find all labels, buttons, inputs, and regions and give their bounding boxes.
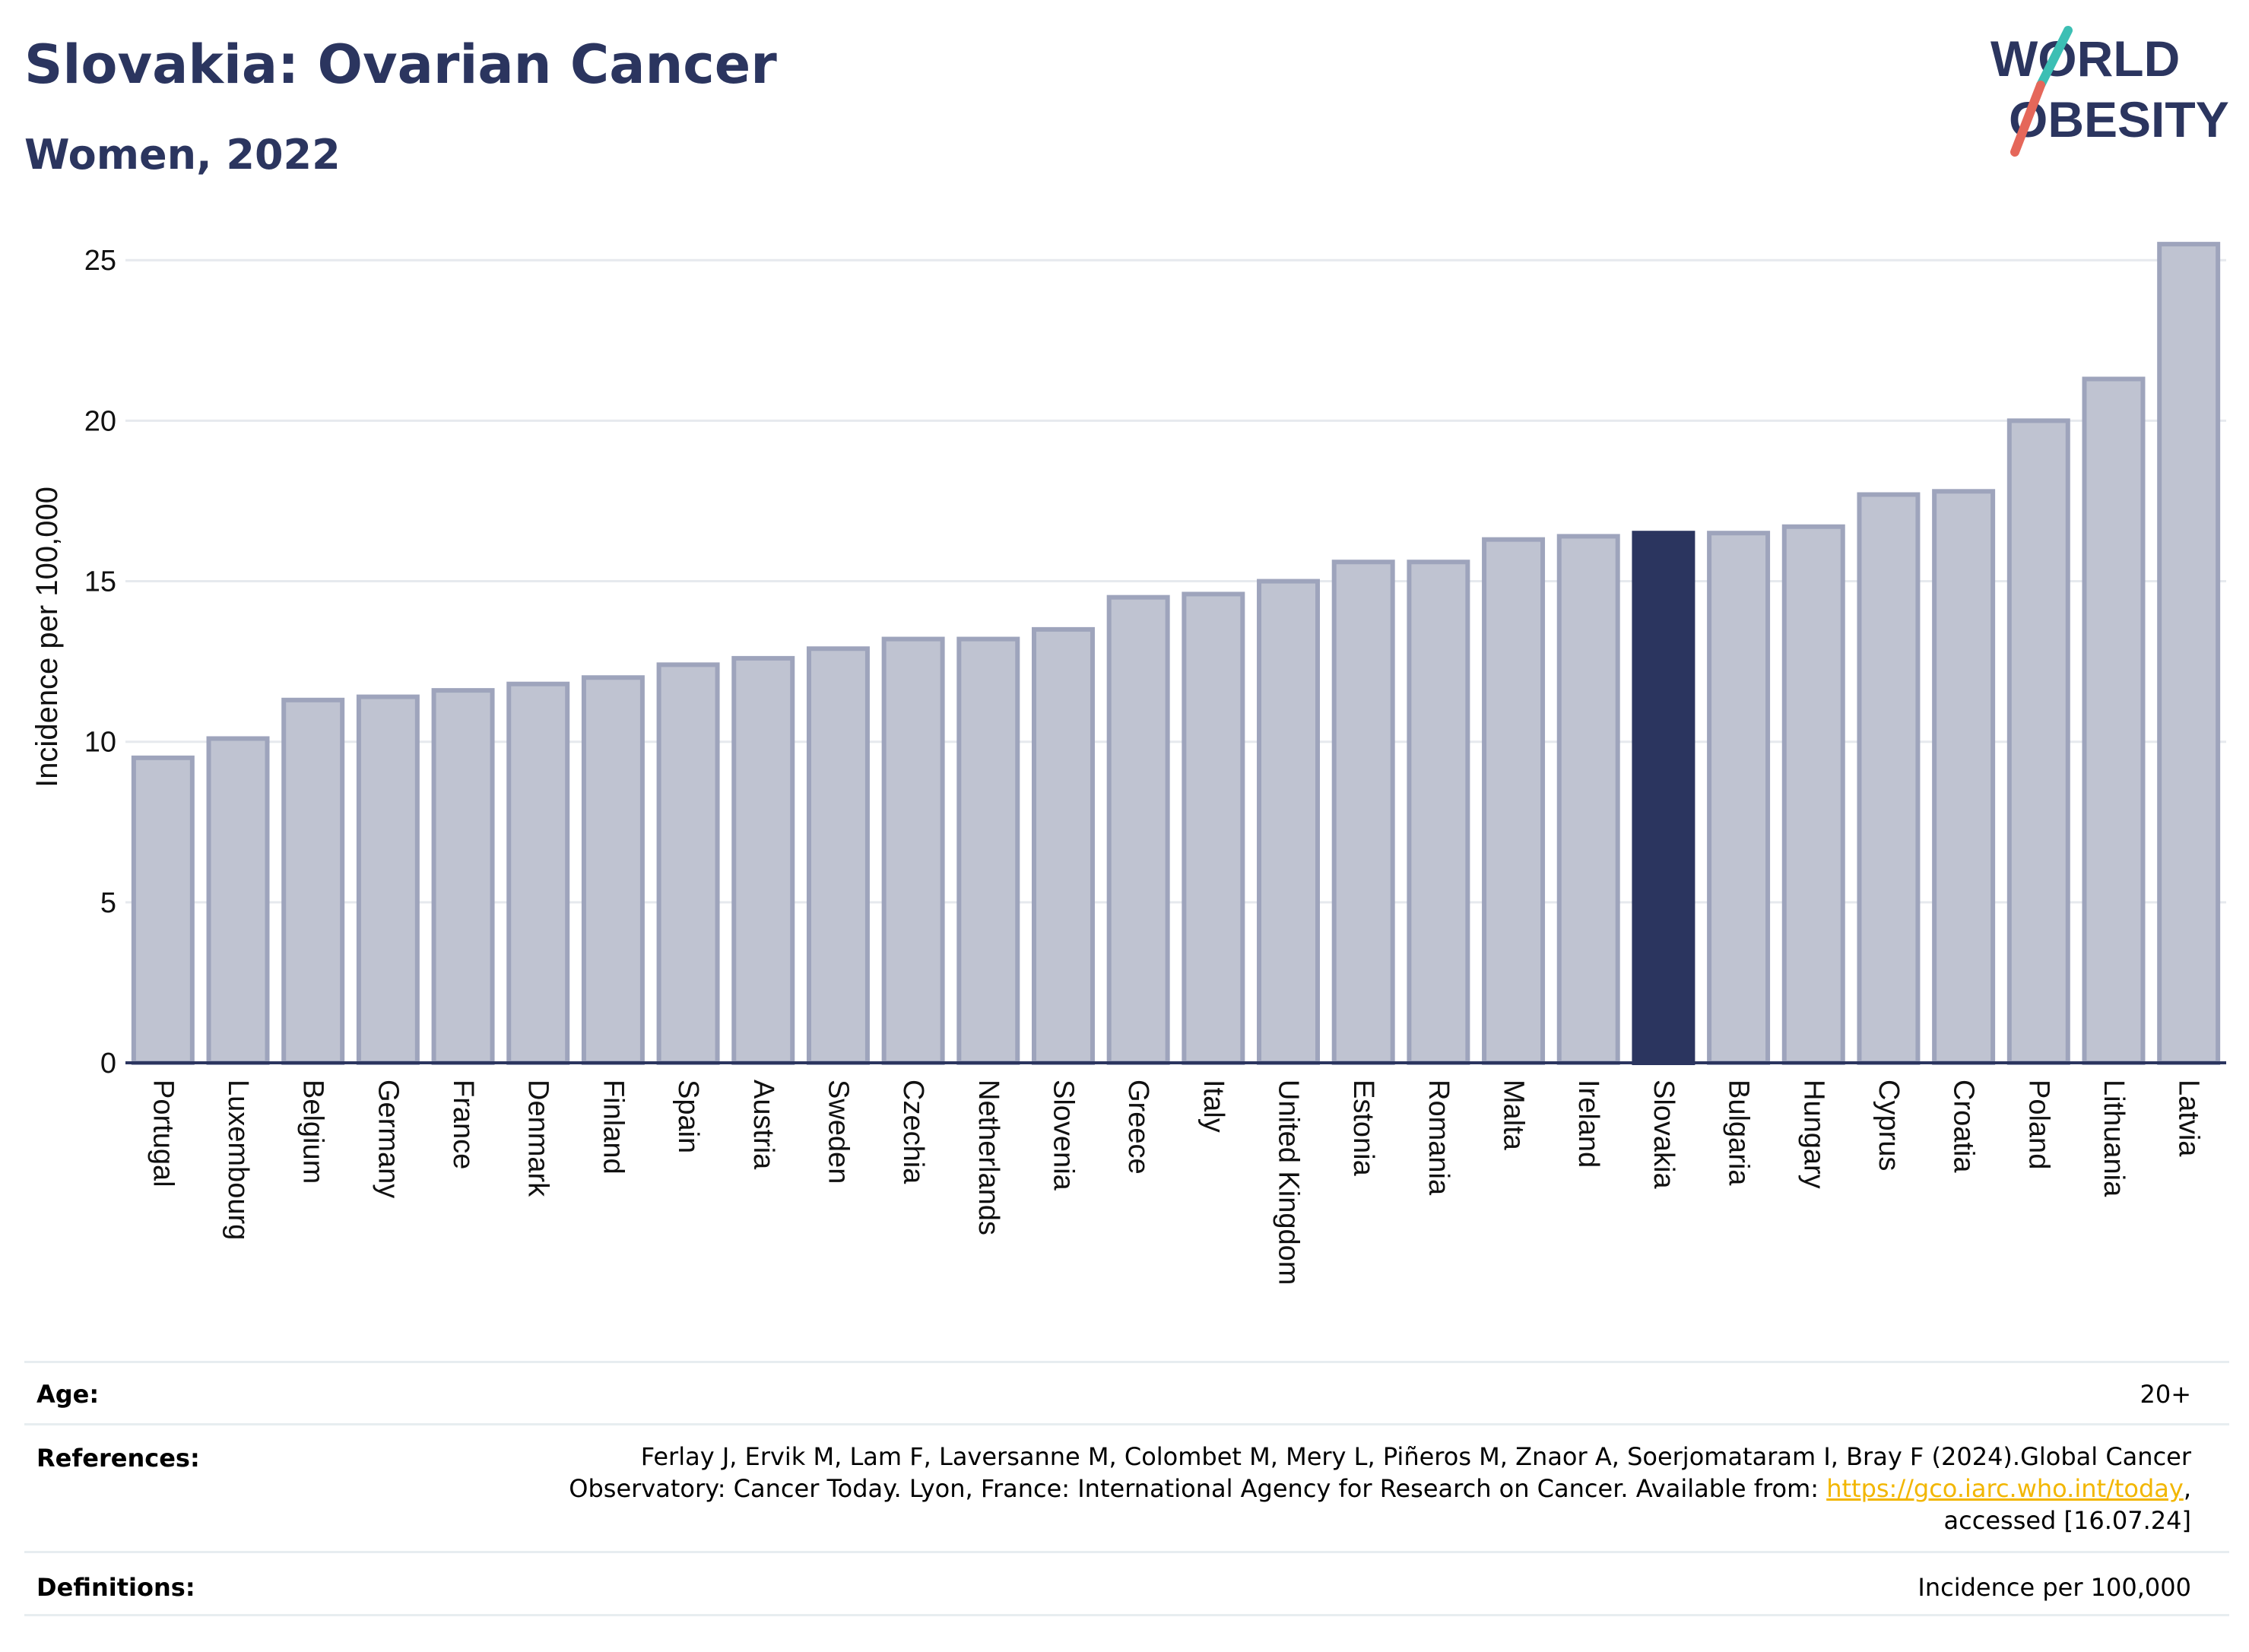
- references-link[interactable]: https://gco.iarc.who.int/today: [1826, 1474, 2184, 1503]
- x-tick-label: France: [447, 1080, 479, 1169]
- y-axis-label: Incidence per 100,000: [30, 487, 64, 788]
- page-title: Slovakia: Ovarian Cancer: [24, 33, 777, 96]
- bar-ireland: [1556, 534, 1620, 1065]
- definitions-label: Definitions:: [36, 1573, 195, 1602]
- bar-hungary: [1781, 524, 1845, 1065]
- bar-sweden: [806, 646, 870, 1065]
- bar-romania: [1407, 560, 1470, 1065]
- logo-slash-top: [2036, 26, 2073, 90]
- references-line3: accessed [16.07.24]: [1943, 1506, 2191, 1535]
- x-tick-label: Sweden: [822, 1080, 854, 1184]
- bar-united-kingdom: [1257, 579, 1321, 1065]
- bar-italy: [1182, 591, 1245, 1065]
- x-tick-label: Greece: [1122, 1080, 1154, 1175]
- bar-austria: [731, 655, 795, 1065]
- bars: [131, 242, 2221, 1066]
- bar-greece: [1106, 595, 1170, 1065]
- references-line1: Ferlay J, Ervik M, Lam F, Laversanne M, …: [640, 1442, 2191, 1471]
- bar-spain: [656, 662, 720, 1065]
- references-label: References:: [36, 1444, 200, 1473]
- references-line2-text: Observatory: Cancer Today. Lyon, France:…: [569, 1474, 1827, 1503]
- logo-slash-bottom: [2010, 81, 2045, 157]
- references-row: References: Ferlay J, Ervik M, Lam F, La…: [24, 1423, 2229, 1552]
- x-tick-label: Spain: [672, 1080, 704, 1153]
- bar-cyprus: [1857, 492, 1921, 1065]
- bar-chart: 0 5 10 15 20 25 Portugal Luxembourg Belgium Germ…: [30, 242, 2226, 1285]
- bar-poland: [2006, 418, 2070, 1065]
- bar-latvia: [2157, 242, 2221, 1066]
- x-tick-label: Luxembourg: [222, 1080, 254, 1240]
- x-tick-label: Slovakia: [1648, 1080, 1680, 1189]
- x-tick-label: Austria: [747, 1080, 779, 1170]
- logo-line2: OBESITY: [2009, 91, 2229, 147]
- y-tick-labels: 0 5 10 15 20 25: [84, 245, 116, 1080]
- y-tick-label: 10: [84, 727, 116, 759]
- bar-slovakia: [1632, 531, 1695, 1065]
- x-tick-label: Estonia: [1347, 1080, 1379, 1177]
- y-tick-label: 5: [100, 887, 116, 919]
- logo-line1: WORLD: [1990, 30, 2180, 87]
- bar-france: [431, 688, 495, 1065]
- x-tick-label: Portugal: [147, 1080, 179, 1187]
- x-tick-label: Latvia: [2173, 1080, 2205, 1157]
- x-tick-label: Slovenia: [1047, 1080, 1079, 1191]
- bar-germany: [356, 694, 420, 1065]
- x-tick-labels: Portugal Luxembourg Belgium Germany France De…: [147, 1080, 2204, 1285]
- x-tick-label: Lithuania: [2098, 1080, 2130, 1197]
- bar-denmark: [506, 681, 570, 1066]
- definitions-row: Definitions: Incidence per 100,000: [24, 1551, 2229, 1616]
- age-row: Age: 20+: [24, 1361, 2229, 1424]
- y-tick-label: 15: [84, 566, 116, 598]
- age-value: 20+: [2140, 1380, 2191, 1409]
- y-tick-label: 0: [100, 1048, 116, 1080]
- x-tick-label: Cyprus: [1873, 1080, 1905, 1171]
- y-tick-label: 20: [84, 405, 116, 437]
- bar-bulgaria: [1707, 531, 1771, 1065]
- x-tick-label: Czechia: [897, 1080, 929, 1184]
- bar-slovenia: [1031, 626, 1095, 1065]
- x-tick-label: Germany: [372, 1080, 404, 1198]
- bar-estonia: [1331, 560, 1395, 1065]
- bar-portugal: [131, 755, 195, 1065]
- bar-luxembourg: [206, 736, 270, 1065]
- x-tick-label: Poland: [2022, 1080, 2054, 1169]
- x-tick-label: Ireland: [1572, 1080, 1604, 1168]
- bar-finland: [581, 675, 645, 1065]
- x-tick-label: Netherlands: [972, 1080, 1004, 1235]
- x-tick-label: Bulgaria: [1723, 1080, 1755, 1186]
- bar-netherlands: [956, 636, 1020, 1065]
- bar-malta: [1482, 537, 1546, 1065]
- x-tick-label: Italy: [1197, 1080, 1229, 1133]
- definitions-value: Incidence per 100,000: [1918, 1573, 2191, 1602]
- references-line2-comma: ,: [2183, 1474, 2191, 1503]
- references-line2: Observatory: Cancer Today. Lyon, France:…: [569, 1473, 2191, 1505]
- x-tick-label: Malta: [1498, 1080, 1530, 1151]
- age-label: Age:: [36, 1380, 100, 1409]
- bar-belgium: [281, 697, 345, 1065]
- x-tick-label: Belgium: [297, 1080, 329, 1184]
- bar-croatia: [1932, 489, 1996, 1065]
- bar-czechia: [881, 636, 945, 1065]
- bar-lithuania: [2082, 376, 2146, 1065]
- x-tick-label: Denmark: [522, 1080, 554, 1197]
- x-tick-label: Romania: [1423, 1080, 1454, 1196]
- x-tick-label: Croatia: [1948, 1080, 1980, 1173]
- page-subtitle: Women, 2022: [24, 131, 341, 179]
- y-tick-label: 25: [84, 245, 116, 277]
- x-tick-label: Finland: [597, 1080, 629, 1175]
- x-tick-label: United Kingdom: [1273, 1080, 1305, 1285]
- x-tick-label: Hungary: [1797, 1080, 1829, 1189]
- world-obesity-logo: WORLD OBESITY: [1990, 26, 2229, 157]
- references-value: Ferlay J, Ervik M, Lam F, Laversanne M, …: [569, 1441, 2191, 1536]
